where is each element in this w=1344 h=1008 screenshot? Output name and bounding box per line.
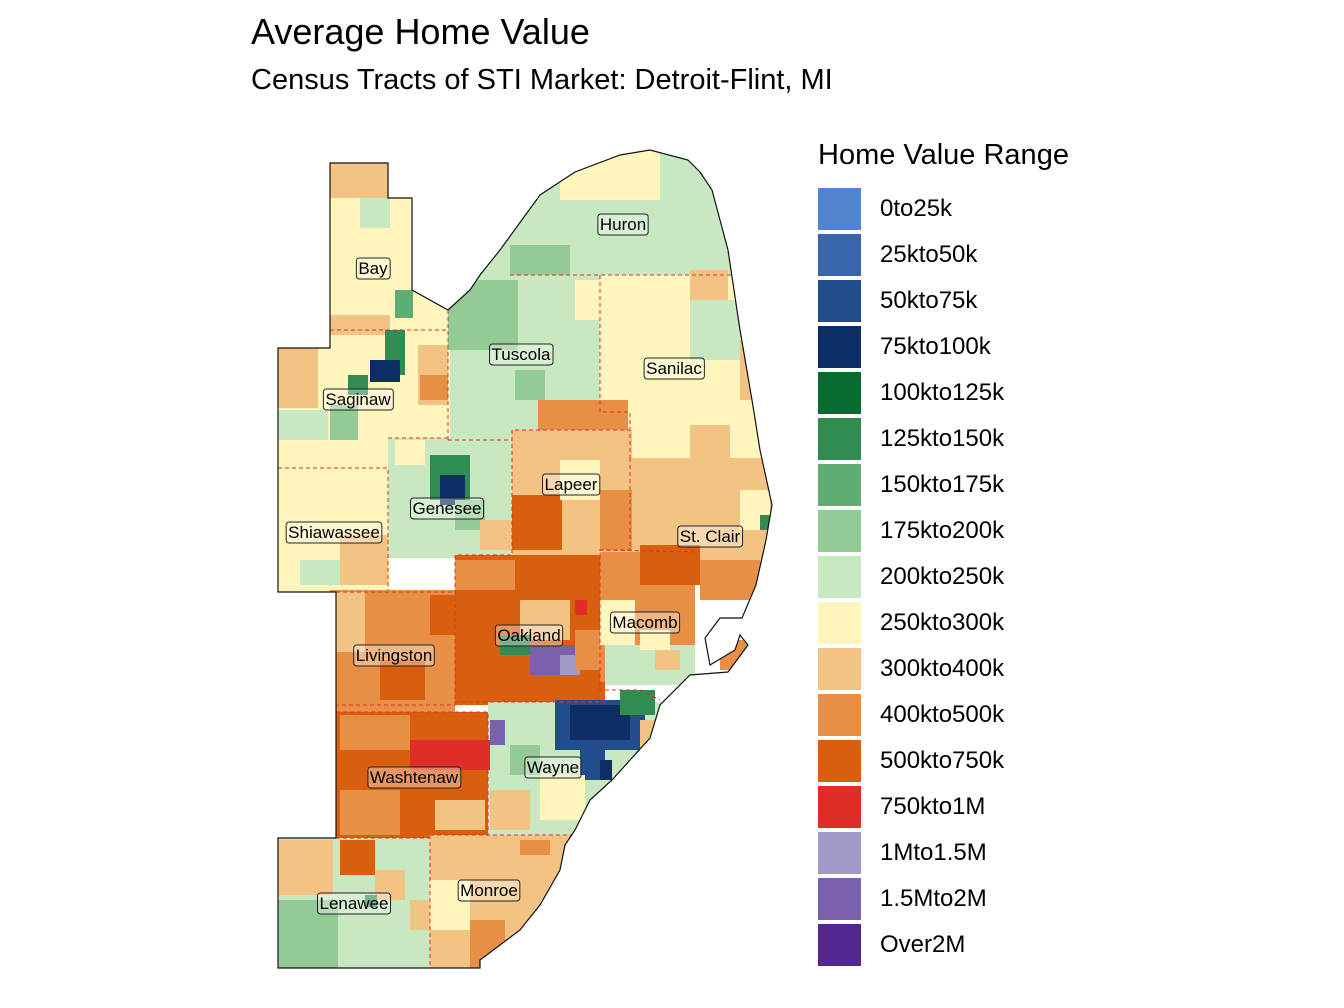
county-label-genesee: Genesee xyxy=(410,497,484,520)
legend-item: 1Mto1.5M xyxy=(818,830,1069,876)
legend-item: 0to25k xyxy=(818,186,1069,232)
legend-label: 300kto400k xyxy=(880,655,1005,682)
legend-title: Home Value Range xyxy=(818,139,1069,171)
legend-swatch xyxy=(818,464,861,506)
legend-label: 25kto50k xyxy=(880,241,978,268)
county-label-washtenaw: Washtenaw xyxy=(367,766,462,789)
county-label-monroe: Monroe xyxy=(457,879,521,902)
legend-label: 150kto175k xyxy=(880,471,1005,498)
legend-swatch xyxy=(818,418,861,460)
svg-text:Livingston: Livingston xyxy=(356,646,433,665)
legend-items: 0to25k 25kto50k 50kto75k 75kto100k 100kto125… xyxy=(818,186,1069,968)
legend-swatch xyxy=(818,234,861,276)
svg-text:Huron: Huron xyxy=(600,215,646,234)
legend-swatch xyxy=(818,740,861,782)
svg-text:Monroe: Monroe xyxy=(460,881,518,900)
legend-swatch xyxy=(818,648,861,690)
legend-item: 175kto200k xyxy=(818,508,1069,554)
map-legend: Home Value Range 0to25k 25kto50k 50kto75k 7… xyxy=(818,136,1069,968)
county-label-sanilac: Sanilac xyxy=(643,357,705,380)
svg-text:Wayne: Wayne xyxy=(527,758,579,777)
legend-label: 400kto500k xyxy=(880,701,1005,728)
legend-item: 250kto300k xyxy=(818,600,1069,646)
legend-swatch xyxy=(818,878,861,920)
legend-swatch xyxy=(818,924,861,966)
legend-label: 175kto200k xyxy=(880,517,1005,544)
legend-label: 1.5Mto2M xyxy=(880,885,987,912)
svg-text:Macomb: Macomb xyxy=(612,613,677,632)
legend-item: 500kto750k xyxy=(818,738,1069,784)
county-label-lapeer: Lapeer xyxy=(542,473,601,496)
svg-text:Shiawassee: Shiawassee xyxy=(288,523,380,542)
legend-swatch xyxy=(818,694,861,736)
svg-text:Lapeer: Lapeer xyxy=(545,475,598,494)
legend-item: 100kto125k xyxy=(818,370,1069,416)
legend-label: 200kto250k xyxy=(880,563,1005,590)
county-label-bay: Bay xyxy=(355,257,391,280)
legend-item: 125kto150k xyxy=(818,416,1069,462)
legend-label: 1Mto1.5M xyxy=(880,839,987,866)
legend-swatch xyxy=(818,280,861,322)
legend-swatch xyxy=(818,510,861,552)
svg-text:Tuscola: Tuscola xyxy=(492,345,551,364)
legend-item: 750kto1M xyxy=(818,784,1069,830)
county-label-lenawee: Lenawee xyxy=(316,892,392,915)
legend-label: 50kto75k xyxy=(880,287,978,314)
county-label-oakland: Oakland xyxy=(494,624,564,647)
legend-item: 400kto500k xyxy=(818,692,1069,738)
county-label-st-clair: St. Clair xyxy=(677,525,744,548)
legend-label: 125kto150k xyxy=(880,425,1005,452)
legend-swatch xyxy=(818,602,861,644)
legend-swatch xyxy=(818,556,861,598)
legend-label: 500kto750k xyxy=(880,747,1005,774)
legend-item: 50kto75k xyxy=(818,278,1069,324)
legend-item: 300kto400k xyxy=(818,646,1069,692)
county-label-shiawassee: Shiawassee xyxy=(285,521,383,544)
svg-text:St. Clair: St. Clair xyxy=(680,527,741,546)
svg-text:Lenawee: Lenawee xyxy=(319,894,388,913)
svg-text:Saginaw: Saginaw xyxy=(325,390,391,409)
legend-label: 250kto300k xyxy=(880,609,1005,636)
county-label-huron: Huron xyxy=(597,213,649,236)
county-label-saginaw: Saginaw xyxy=(322,388,394,411)
county-label-tuscola: Tuscola xyxy=(489,343,554,366)
legend-item: 75kto100k xyxy=(818,324,1069,370)
svg-text:Washtenaw: Washtenaw xyxy=(370,768,459,787)
legend-label: 75kto100k xyxy=(880,333,991,360)
legend-swatch xyxy=(818,188,861,230)
county-label-macomb: Macomb xyxy=(609,611,681,634)
legend-label: 0to25k xyxy=(880,195,953,222)
legend-item: 25kto50k xyxy=(818,232,1069,278)
legend-item: 150kto175k xyxy=(818,462,1069,508)
county-label-livingston: Livingston xyxy=(353,644,435,667)
chart-subtitle: Census Tracts of STI Market: Detroit-Fli… xyxy=(251,64,833,96)
chart-title: Average Home Value xyxy=(251,11,590,52)
market-outline xyxy=(277,149,773,969)
svg-text:Genesee: Genesee xyxy=(413,499,482,518)
legend-label: 750kto1M xyxy=(880,793,986,820)
legend-label: 100kto125k xyxy=(880,379,1005,406)
svg-text:Oakland: Oakland xyxy=(497,626,560,645)
legend-swatch xyxy=(818,326,861,368)
legend-item: 1.5Mto2M xyxy=(818,876,1069,922)
svg-text:Bay: Bay xyxy=(358,259,388,278)
legend-swatch xyxy=(818,372,861,414)
legend-item: Over2M xyxy=(818,922,1069,968)
county-label-wayne: Wayne xyxy=(524,756,582,779)
legend-label: Over2M xyxy=(880,931,966,958)
svg-text:Sanilac: Sanilac xyxy=(646,359,702,378)
legend-item: 200kto250k xyxy=(818,554,1069,600)
legend-swatch xyxy=(818,786,861,828)
legend-swatch xyxy=(818,832,861,874)
